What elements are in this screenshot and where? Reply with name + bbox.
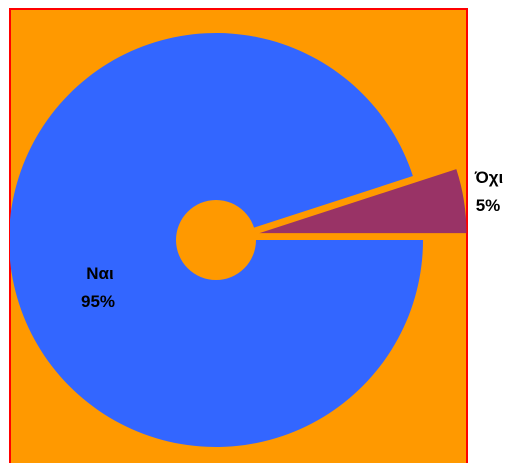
donut-hole	[176, 200, 256, 280]
slice-label-nai: Ναι	[86, 264, 114, 283]
slice-nai	[10, 33, 423, 447]
slice-ochi	[259, 169, 467, 234]
slice-value-nai: 95%	[81, 292, 115, 311]
slice-value-ochi: 5%	[476, 196, 501, 215]
slices-group	[10, 33, 467, 447]
slice-label-ochi: Όχι	[474, 168, 504, 187]
